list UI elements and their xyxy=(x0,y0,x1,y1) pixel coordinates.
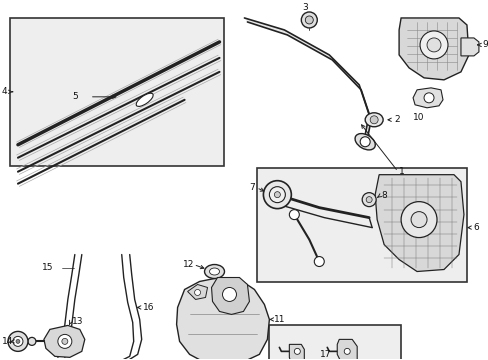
Circle shape xyxy=(426,38,440,52)
Text: 10: 10 xyxy=(412,113,424,122)
Bar xyxy=(257,168,466,283)
Circle shape xyxy=(13,336,23,346)
Bar xyxy=(10,18,224,166)
Text: 13: 13 xyxy=(72,317,83,326)
Circle shape xyxy=(222,288,236,301)
Polygon shape xyxy=(337,339,356,360)
Ellipse shape xyxy=(354,134,374,150)
Circle shape xyxy=(410,212,426,228)
Circle shape xyxy=(305,16,313,24)
Polygon shape xyxy=(244,18,370,145)
Circle shape xyxy=(16,339,20,343)
Text: 14: 14 xyxy=(2,337,13,346)
Text: 15: 15 xyxy=(42,263,53,272)
Circle shape xyxy=(360,137,369,147)
Text: 6: 6 xyxy=(472,223,478,232)
Ellipse shape xyxy=(204,265,224,279)
Polygon shape xyxy=(398,18,468,80)
Circle shape xyxy=(194,289,200,296)
Circle shape xyxy=(314,257,324,266)
Circle shape xyxy=(423,93,433,103)
Text: 4: 4 xyxy=(2,87,8,96)
Bar xyxy=(269,325,400,360)
Circle shape xyxy=(289,210,299,220)
Polygon shape xyxy=(211,278,249,314)
Circle shape xyxy=(419,31,447,59)
Text: 17: 17 xyxy=(319,350,330,359)
Text: 5: 5 xyxy=(72,92,78,101)
Polygon shape xyxy=(176,278,269,360)
Circle shape xyxy=(362,193,375,207)
Polygon shape xyxy=(289,345,304,360)
Text: 9: 9 xyxy=(481,40,487,49)
Circle shape xyxy=(294,348,300,354)
Text: 11: 11 xyxy=(274,315,285,324)
Ellipse shape xyxy=(209,268,219,275)
Circle shape xyxy=(400,202,436,238)
Text: 3: 3 xyxy=(302,4,307,13)
Polygon shape xyxy=(44,325,84,357)
Polygon shape xyxy=(460,38,478,56)
Circle shape xyxy=(8,332,28,351)
Ellipse shape xyxy=(365,113,383,127)
Text: 8: 8 xyxy=(380,191,386,200)
Ellipse shape xyxy=(28,337,36,345)
Polygon shape xyxy=(412,88,442,108)
Text: 7: 7 xyxy=(249,183,255,192)
Ellipse shape xyxy=(136,93,153,107)
Circle shape xyxy=(344,348,349,354)
Polygon shape xyxy=(374,175,463,271)
Circle shape xyxy=(263,181,291,209)
Text: 1: 1 xyxy=(398,167,404,176)
Circle shape xyxy=(269,187,285,203)
Text: 16: 16 xyxy=(142,303,154,312)
Text: 2: 2 xyxy=(393,115,399,124)
Circle shape xyxy=(301,12,317,28)
Text: 12: 12 xyxy=(183,260,194,269)
Circle shape xyxy=(58,334,72,348)
Circle shape xyxy=(366,197,371,203)
Circle shape xyxy=(274,192,280,198)
Circle shape xyxy=(369,116,377,124)
Polygon shape xyxy=(187,284,207,300)
Circle shape xyxy=(62,338,68,345)
